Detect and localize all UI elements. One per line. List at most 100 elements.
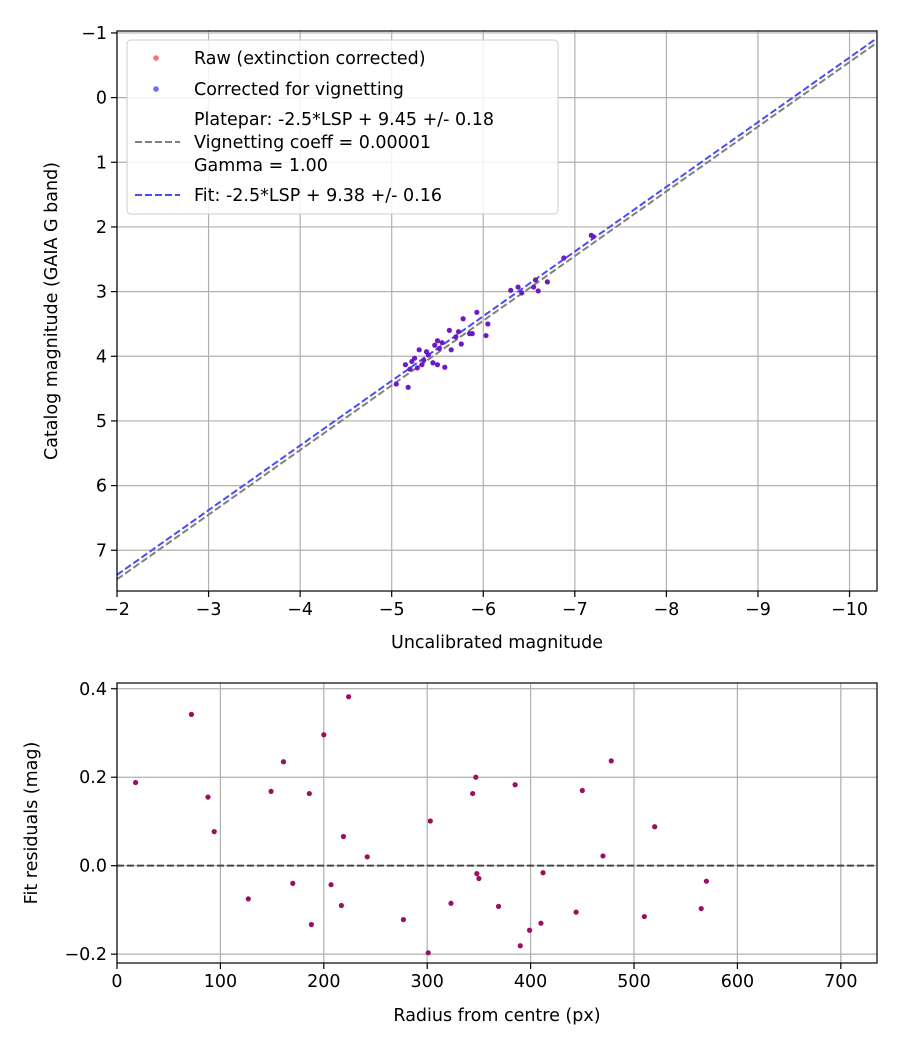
y-tick-label: 3 — [96, 283, 107, 303]
x-tick-label: −3 — [196, 600, 222, 620]
data-point — [446, 327, 452, 333]
data-point — [448, 347, 454, 353]
y-tick-label: 7 — [96, 541, 107, 561]
data-point — [652, 824, 658, 830]
legend-platepar-label-line3: Gamma = 1.00 — [194, 156, 328, 176]
legend-corrected-marker — [153, 86, 159, 92]
data-point — [473, 774, 479, 780]
data-point — [411, 355, 418, 361]
x-tick-label: −7 — [562, 600, 588, 620]
data-point — [474, 871, 480, 877]
x-tick-label: −9 — [745, 600, 771, 620]
data-point — [474, 309, 480, 315]
data-point — [421, 357, 427, 363]
y-tick-label: −0.2 — [65, 945, 108, 965]
data-point — [133, 779, 139, 786]
data-point — [290, 880, 296, 886]
top-x-ticks: −2 −3 −4 −5 −6 −7 −8 −9 −10 — [104, 591, 868, 620]
y-tick-label: 4 — [96, 347, 107, 367]
bottom-y-axis-label: Fit residuals (mag) — [22, 742, 42, 905]
data-point — [419, 362, 425, 368]
x-tick-label: −2 — [104, 600, 130, 620]
x-tick-label: 600 — [721, 972, 754, 992]
bottom-x-axis-label: Radius from centre (px) — [393, 1006, 600, 1026]
data-point — [430, 360, 436, 366]
bottom-y-ticks: −0.2 0.0 0.2 0.4 — [65, 680, 117, 965]
data-point — [211, 829, 217, 835]
bottom-plot-area — [117, 683, 877, 963]
data-point — [434, 338, 441, 344]
residuals-plot: 0 100 200 300 400 500 600 700 −0.2 0.0 0.2 0.4 Rad… — [22, 680, 878, 1026]
data-point — [338, 902, 344, 909]
y-tick-label: 2 — [96, 218, 107, 238]
top-x-axis-label: Uncalibrated magnitude — [391, 633, 603, 653]
x-tick-label: 400 — [514, 972, 547, 992]
data-point — [703, 878, 709, 884]
x-tick-label: −6 — [470, 600, 496, 620]
y-tick-label: 1 — [96, 153, 107, 173]
x-tick-label: 300 — [411, 972, 444, 992]
data-point — [346, 694, 352, 700]
data-point — [531, 284, 537, 290]
data-point — [573, 909, 579, 915]
x-tick-label: 200 — [307, 972, 340, 992]
x-tick-label: −5 — [379, 600, 405, 620]
data-point — [245, 896, 251, 902]
top-fit-lines — [116, 37, 878, 581]
data-point — [535, 288, 541, 294]
fit-line — [116, 37, 878, 576]
top-y-ticks: −1 0 1 2 3 4 5 6 7 — [81, 24, 117, 561]
data-point — [425, 950, 431, 956]
data-point — [268, 788, 274, 794]
data-point — [306, 790, 312, 797]
legend: Raw (extinction corrected) Corrected for… — [126, 39, 559, 215]
y-tick-label: 6 — [96, 477, 107, 497]
legend-platepar-label-line2: Vignetting coeff = 0.00001 — [194, 133, 431, 153]
y-tick-label: 0.2 — [79, 768, 107, 788]
data-point — [340, 833, 347, 840]
data-point — [476, 875, 482, 882]
data-point — [698, 905, 704, 912]
top-plot-frame — [116, 30, 878, 592]
data-point — [483, 332, 489, 339]
data-point — [328, 882, 334, 888]
data-point — [579, 787, 585, 794]
data-point — [519, 290, 525, 296]
data-point — [416, 347, 422, 353]
x-tick-label: −8 — [653, 600, 679, 620]
data-point — [532, 277, 539, 283]
data-point — [321, 732, 327, 738]
data-point — [432, 342, 438, 348]
data-point — [538, 920, 544, 926]
x-tick-label: 500 — [617, 972, 650, 992]
y-tick-label: 5 — [96, 412, 107, 432]
bottom-x-ticks: 0 100 200 300 400 500 600 700 — [111, 963, 858, 992]
bottom-plot-frame — [116, 682, 878, 964]
data-point — [641, 913, 647, 920]
data-point — [469, 331, 475, 337]
data-point — [400, 917, 407, 923]
data-point — [526, 927, 533, 933]
data-point — [544, 279, 550, 285]
data-point — [427, 818, 433, 824]
data-point — [436, 345, 442, 352]
legend-box — [126, 39, 559, 215]
data-point — [364, 854, 370, 860]
data-point — [453, 334, 459, 340]
data-point — [425, 352, 431, 358]
y-tick-label: 0 — [96, 89, 107, 109]
x-tick-label: 100 — [204, 972, 237, 992]
data-point — [458, 341, 464, 347]
platepar-line — [116, 41, 878, 581]
legend-corrected-label: Corrected for vignetting — [194, 80, 404, 100]
data-point — [405, 384, 411, 390]
data-point — [448, 900, 454, 906]
data-point — [508, 287, 514, 293]
data-point — [414, 365, 420, 371]
x-tick-label: −4 — [287, 600, 313, 620]
x-tick-label: 0 — [111, 972, 122, 992]
data-point — [470, 790, 476, 797]
y-tick-label: −1 — [81, 24, 107, 44]
data-point — [600, 853, 606, 859]
data-point — [439, 340, 445, 346]
